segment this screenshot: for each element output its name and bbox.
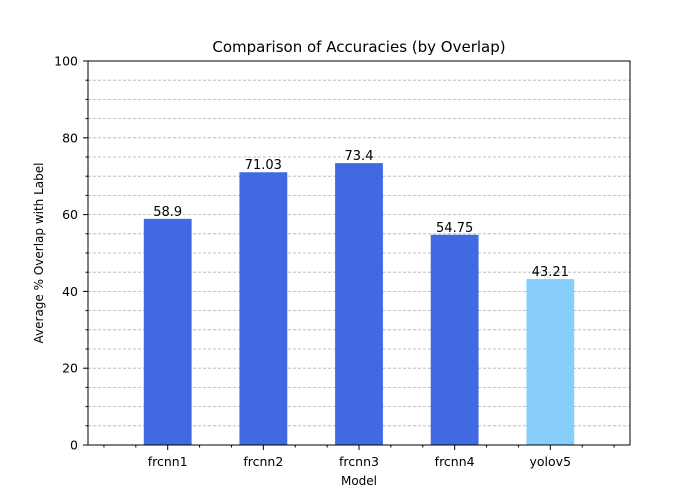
bar-frcnn4 <box>431 235 479 445</box>
y-tick-label-20: 20 <box>62 361 78 376</box>
bar-frcnn2 <box>239 172 287 445</box>
data-label-frcnn4: 54.75 <box>436 221 473 236</box>
y-axis-label: Average % Overlap with Label <box>32 163 46 344</box>
chart-title: Comparison of Accuracies (by Overlap) <box>212 38 505 56</box>
x-tick-label-frcnn2: frcnn2 <box>243 454 283 469</box>
y-tick-label-0: 0 <box>70 438 78 453</box>
x-tick-label-frcnn4: frcnn4 <box>435 454 475 469</box>
x-tick-label-frcnn3: frcnn3 <box>339 454 379 469</box>
data-label-frcnn3: 73.4 <box>345 149 374 164</box>
y-tick-label-60: 60 <box>62 207 78 222</box>
bar-frcnn1 <box>144 219 192 445</box>
bars <box>144 163 574 445</box>
bar-yolov5 <box>526 279 574 445</box>
bar-frcnn3 <box>335 163 383 445</box>
y-tick-label-80: 80 <box>62 130 78 145</box>
y-tick-label-100: 100 <box>54 54 78 69</box>
data-label-frcnn2: 71.03 <box>245 158 282 173</box>
data-label-frcnn1: 58.9 <box>153 205 182 220</box>
y-tick-label-40: 40 <box>62 284 78 299</box>
data-label-yolov5: 43.21 <box>532 265 569 280</box>
x-axis-label: Model <box>341 474 377 488</box>
x-tick-label-yolov5: yolov5 <box>530 454 572 469</box>
x-tick-label-frcnn1: frcnn1 <box>148 454 188 469</box>
